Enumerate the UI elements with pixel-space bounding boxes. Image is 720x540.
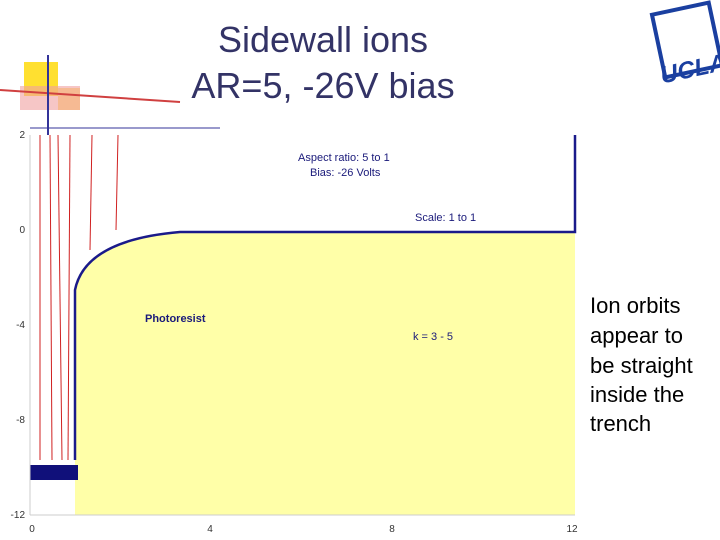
ion-orbits — [39, 134, 119, 461]
y-tick-label: -8 — [16, 415, 25, 426]
annotation: Scale: 1 to 1 — [415, 212, 476, 224]
y-tick-label: 2 — [19, 130, 25, 141]
note-line: be straight — [590, 353, 693, 378]
x-tick-label: 12 — [566, 524, 578, 535]
note-line: trench — [590, 411, 651, 436]
photoresist-region — [75, 232, 575, 515]
annotation: k = 3 - 5 — [413, 331, 453, 343]
trench-boundary — [73, 135, 577, 460]
deco-line — [0, 89, 181, 103]
x-tick-label: 8 — [389, 524, 395, 535]
trench-bottom — [30, 465, 78, 480]
deco-bar — [20, 86, 80, 110]
plot: Aspect ratio: 5 to 1 Bias: -26 Volts Sca… — [11, 130, 578, 535]
x-tick-label: 4 — [207, 524, 213, 535]
annotation: Photoresist — [145, 313, 206, 325]
title-line: Sidewall ions — [218, 19, 428, 60]
note-line: Ion orbits — [590, 293, 681, 318]
y-tick-label: -4 — [16, 320, 25, 331]
y-tick-label: -12 — [11, 510, 26, 521]
note-line: inside the — [590, 382, 684, 407]
y-tick-label: 0 — [19, 225, 25, 236]
x-tick-label: 0 — [29, 524, 35, 535]
annotation: Aspect ratio: 5 to 1 — [298, 152, 390, 164]
note-line: appear to — [590, 323, 683, 348]
annotation: Bias: -26 Volts — [310, 167, 381, 179]
title-line: AR=5, -26V bias — [191, 65, 454, 106]
